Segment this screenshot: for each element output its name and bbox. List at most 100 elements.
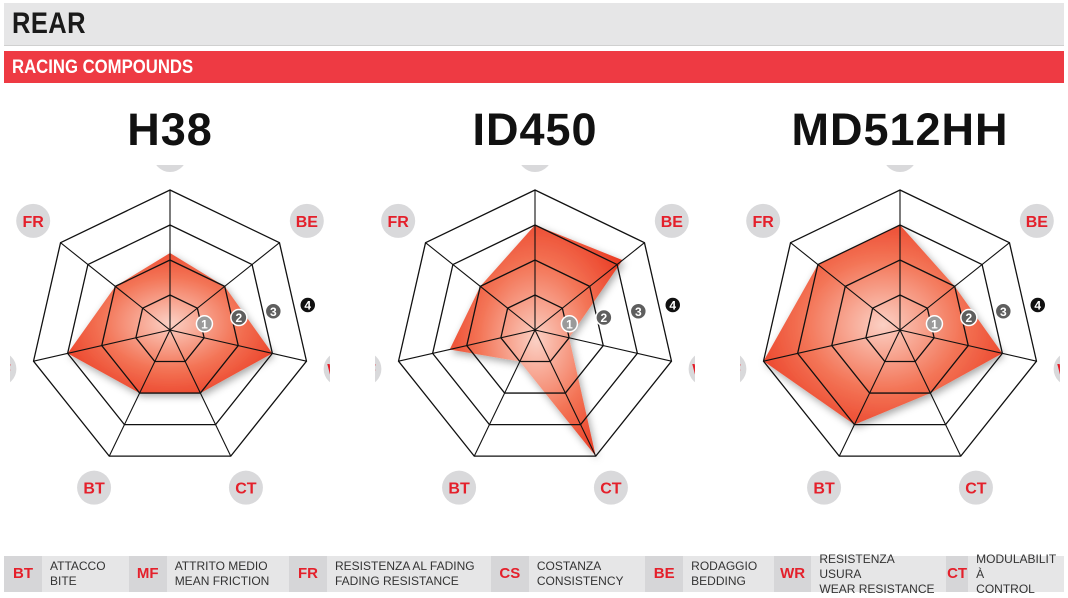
axis-label-bg — [958, 470, 993, 505]
scale-marker — [264, 302, 283, 321]
legend-label-it: MODULABILIT À — [976, 551, 1056, 581]
legend-label-en: FADING RESISTANCE — [334, 574, 459, 588]
legend-bar: BT ATTACCO BITE MF ATTRITO MEDIO MEAN FRIC… — [4, 552, 1064, 596]
axis-label-bg — [228, 470, 263, 505]
section-subheader-racing: RACING COMPOUNDS — [4, 51, 1064, 83]
legend-code: CT — [945, 556, 969, 592]
section-subtitle: RACING COMPOUNDS — [12, 57, 194, 78]
legend-label-it: RESISTENZA AL FADING — [334, 559, 475, 573]
axis-label-bg — [156, 165, 184, 172]
legend-label-en: WEAR RESISTANCE — [819, 581, 935, 596]
legend-label-it: ATTRITO MEDIO — [174, 559, 268, 573]
legend-item-be: BE RODAGGIO BEDDING — [645, 556, 766, 592]
scale-label: 4 — [1034, 299, 1041, 313]
scale-marker — [195, 315, 214, 333]
legend-label-it: RODAGGIO — [691, 559, 758, 573]
axis-label-ct: CT — [965, 481, 987, 498]
grid-spoke — [169, 329, 307, 362]
legend-item-mf: MF ATTRITO MEDIO MEAN FRICTION — [128, 556, 281, 592]
legend-label-en: CONSISTENCY — [536, 574, 624, 588]
scale-label: 3 — [1000, 305, 1007, 319]
axis-label-mf: MF — [740, 362, 741, 379]
scale-marker — [560, 315, 579, 333]
legend-item-wr: WR RESISTENZA USURA WEAR RESISTANCE — [773, 552, 938, 596]
axis-label-bg — [77, 470, 112, 505]
grid-spoke — [108, 329, 171, 457]
scale-marker — [1029, 296, 1047, 314]
axis-label-ct: CT — [235, 481, 257, 498]
axis-label-bg — [521, 165, 549, 172]
grid-spoke — [899, 242, 1010, 331]
grid-spoke — [60, 242, 171, 331]
axis-label-bg — [886, 165, 914, 172]
axis-label-bg — [807, 470, 842, 505]
grid-spoke — [763, 329, 901, 362]
grid-ring — [32, 189, 308, 457]
grid-ring — [431, 224, 639, 426]
scale-label: 2 — [966, 311, 973, 325]
radar-chart-id450: 1234CSBEWRCTBTMFFR — [375, 165, 695, 505]
grid-ring — [865, 294, 935, 363]
axis-label-fr: FR — [753, 214, 775, 231]
grid-spoke — [790, 242, 901, 331]
axis-label-ct: CT — [600, 481, 622, 498]
scale-marker — [230, 308, 248, 327]
grid-spoke — [425, 242, 536, 331]
grid-ring — [135, 294, 205, 363]
scale-label: 1 — [566, 317, 573, 331]
scale-marker — [994, 302, 1013, 321]
scale-label: 2 — [601, 311, 608, 325]
scale-marker — [299, 296, 317, 314]
scale-marker — [664, 296, 682, 314]
grid-ring — [796, 224, 1004, 426]
scale-marker — [629, 302, 648, 321]
grid-spoke — [534, 329, 597, 457]
axis-label-bg — [289, 203, 324, 238]
axis-label-wr: WR — [692, 362, 695, 379]
grid-spoke — [33, 329, 171, 362]
axis-label-bg — [10, 355, 17, 383]
grid-ring — [500, 294, 570, 363]
legend-label-it: RESISTENZA USURA — [819, 551, 895, 581]
axis-label-bg — [323, 355, 330, 383]
legend-item-cs: CS COSTANZA CONSISTENCY — [490, 556, 637, 592]
axis-label-wr: WR — [327, 362, 330, 379]
axis-label-be: BE — [1026, 214, 1049, 231]
axis-label-wr: WR — [1057, 362, 1060, 379]
legend-item-fr: FR RESISTENZA AL FADING FADING RESISTANCE — [288, 556, 483, 592]
legend-label-en: CONTROL — [976, 581, 1035, 596]
data-polygon — [763, 225, 1003, 425]
scale-marker — [960, 308, 978, 327]
scale-marker — [595, 308, 613, 327]
grid-ring — [397, 189, 673, 457]
grid-spoke — [398, 329, 536, 362]
grid-spoke — [899, 329, 962, 457]
legend-code: FR — [288, 556, 327, 592]
grid-spoke — [534, 329, 672, 362]
axis-label-mf: MF — [375, 362, 376, 379]
radar-chart-md512hh: 1234CSBEWRCTBTMFFR — [740, 165, 1060, 505]
axis-label-bg — [740, 355, 747, 383]
axis-label-bg — [375, 355, 382, 383]
scale-label: 1 — [201, 317, 208, 331]
scale-marker — [925, 315, 944, 333]
grid-spoke — [838, 329, 901, 457]
legend-code: MF — [128, 556, 167, 592]
legend-label-en: BEDDING — [691, 574, 746, 588]
legend-code: BE — [645, 556, 684, 592]
legend-label-en: BITE — [50, 574, 77, 588]
axis-label-bg — [746, 203, 781, 238]
axis-label-bg — [16, 203, 51, 238]
axis-label-bg — [1019, 203, 1054, 238]
axis-label-bg — [593, 470, 628, 505]
grid-spoke — [473, 329, 536, 457]
grid-spoke — [534, 242, 645, 331]
scale-label: 3 — [270, 305, 277, 319]
chart-title-h38: H38 — [127, 104, 213, 155]
axis-label-fr: FR — [388, 214, 410, 231]
grid-ring — [466, 259, 604, 394]
axis-label-fr: FR — [23, 214, 45, 231]
scale-label: 4 — [304, 299, 311, 313]
axis-label-be: BE — [661, 214, 684, 231]
grid-ring — [831, 259, 969, 394]
